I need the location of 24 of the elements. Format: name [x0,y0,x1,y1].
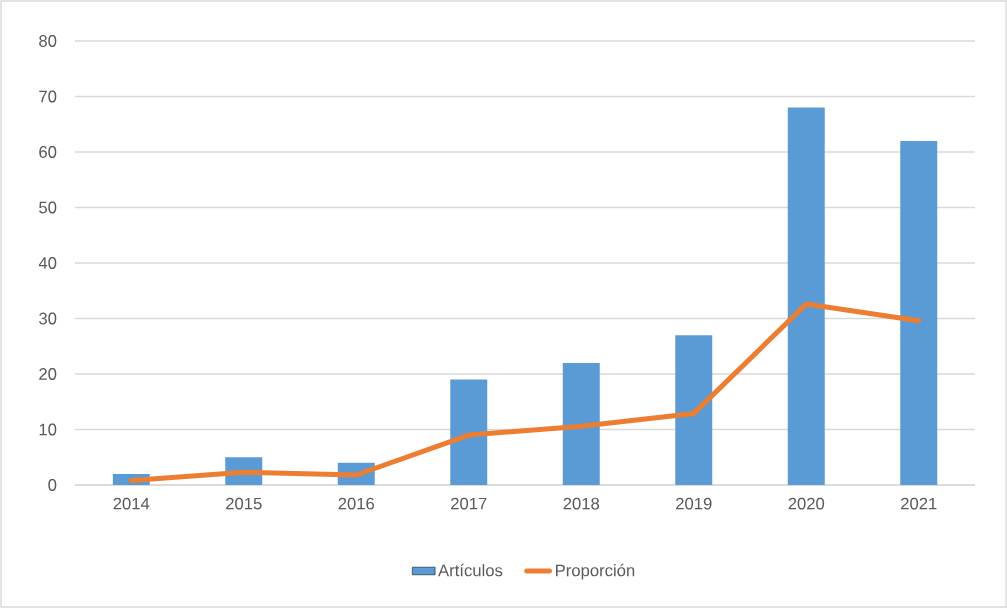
x-tick-label: 2017 [451,497,487,510]
x-tick-label: 2019 [676,497,712,510]
x-tick-label: 2015 [226,497,262,510]
y-tick-label: 40 [38,257,57,269]
y-tick-label: 0 [48,479,57,491]
y-tick-label: 10 [39,423,57,436]
x-tick-label: 2018 [563,497,600,510]
bar [900,140,938,485]
bar [787,107,825,485]
x-tick-label: 2014 [113,497,150,510]
y-tick-label: 50 [39,201,57,214]
x-tick-label: 2021 [901,497,937,510]
y-tick-label: 30 [39,312,57,325]
bar [675,335,713,485]
y-tick-label: 80 [39,35,57,47]
y-tick-label: 20 [39,368,57,380]
bar [562,362,600,485]
x-tick-label: 2016 [338,497,375,510]
legend-label: Artículos [438,563,503,577]
bar [450,379,488,485]
y-tick-label: 60 [39,146,57,158]
y-tick-label: 70 [39,90,57,103]
x-tick-label: 2020 [788,497,825,510]
legend-label: Proporción [556,563,635,580]
